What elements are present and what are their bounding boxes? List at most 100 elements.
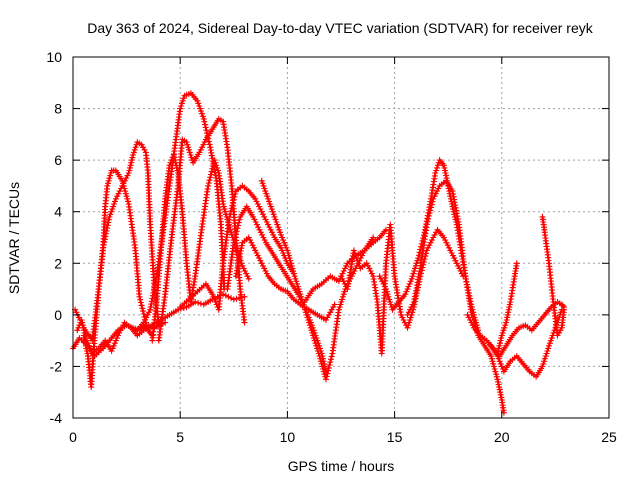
data-point [428, 201, 435, 208]
data-point [354, 257, 361, 264]
data-point [405, 309, 412, 316]
data-point [261, 237, 268, 244]
data-point [453, 207, 460, 214]
data-point [235, 222, 242, 229]
data-point [254, 201, 261, 207]
data-point [266, 198, 272, 205]
data-point [469, 322, 476, 329]
data-point [233, 228, 240, 235]
data-point [197, 146, 204, 153]
data-point [433, 167, 440, 174]
data-point [255, 224, 262, 231]
data-point [381, 283, 388, 290]
data-point [230, 196, 237, 203]
data-point [338, 273, 344, 280]
data-point [404, 286, 411, 293]
data-point [178, 103, 185, 109]
data-point [406, 280, 413, 287]
data-point [207, 171, 214, 178]
data-point [196, 149, 203, 156]
data-point [104, 222, 111, 229]
data-point [129, 154, 136, 161]
data-point [350, 247, 357, 254]
data-point [497, 391, 504, 398]
data-point [493, 373, 500, 380]
data-point [235, 259, 242, 266]
data-point [225, 293, 232, 300]
data-point [115, 190, 122, 197]
data-point [196, 103, 203, 109]
data-point [162, 319, 169, 326]
data-point [353, 255, 360, 262]
data-point [313, 342, 320, 349]
data-point [428, 204, 434, 211]
data-point [277, 229, 283, 236]
data-point [453, 260, 460, 267]
data-point [234, 267, 240, 274]
data-point [384, 291, 391, 298]
data-point [198, 108, 204, 115]
series-arc-13 [338, 221, 467, 357]
data-point [490, 360, 497, 367]
data-point [231, 193, 238, 200]
data-point [128, 159, 135, 166]
series-arc-3 [80, 139, 162, 391]
data-point [208, 152, 215, 159]
data-point [427, 239, 434, 246]
data-point [86, 342, 93, 349]
data-point [252, 247, 259, 254]
data-point [335, 306, 342, 313]
data-point [206, 141, 213, 148]
data-point [251, 244, 257, 251]
data-point [379, 278, 386, 285]
y-tick-label: -4 [50, 410, 63, 426]
data-point [125, 198, 131, 205]
y-axis-label: SDTVAR / TECUs [6, 182, 22, 294]
data-point [368, 270, 375, 277]
data-point [240, 265, 247, 272]
data-point [79, 319, 86, 326]
data-point [195, 299, 202, 306]
data-point [253, 250, 260, 256]
data-point [323, 376, 329, 383]
data-point [288, 260, 294, 267]
data-point [104, 182, 111, 189]
data-point [320, 366, 327, 372]
data-point [200, 115, 207, 122]
data-point [269, 229, 275, 236]
data-point [293, 278, 300, 285]
data-point [183, 139, 190, 146]
data-point [442, 170, 449, 176]
data-point [408, 304, 415, 311]
data-point [325, 364, 332, 371]
data-point [85, 340, 91, 347]
data-point [263, 270, 270, 277]
series-arc-15 [404, 177, 507, 416]
data-point [265, 221, 272, 228]
data-point [251, 216, 258, 223]
data-point [254, 221, 260, 228]
data-point [105, 219, 112, 226]
data-point [143, 322, 150, 329]
data-point [430, 234, 437, 241]
data-point [257, 257, 264, 264]
data-point [247, 237, 254, 244]
data-point [133, 141, 140, 148]
data-point [279, 247, 285, 254]
data-point [336, 304, 343, 311]
data-point [490, 363, 497, 370]
data-point [229, 202, 236, 209]
data-point [424, 218, 431, 225]
data-point [139, 305, 146, 312]
data-point [110, 203, 117, 210]
data-point [338, 299, 345, 305]
data-point [132, 144, 139, 151]
data-point [351, 250, 358, 256]
data-point [326, 362, 333, 368]
data-point [498, 363, 505, 370]
data-point [434, 188, 441, 195]
data-point [115, 332, 121, 339]
data-point [297, 291, 304, 298]
data-point [467, 317, 474, 323]
data-point [226, 213, 233, 220]
